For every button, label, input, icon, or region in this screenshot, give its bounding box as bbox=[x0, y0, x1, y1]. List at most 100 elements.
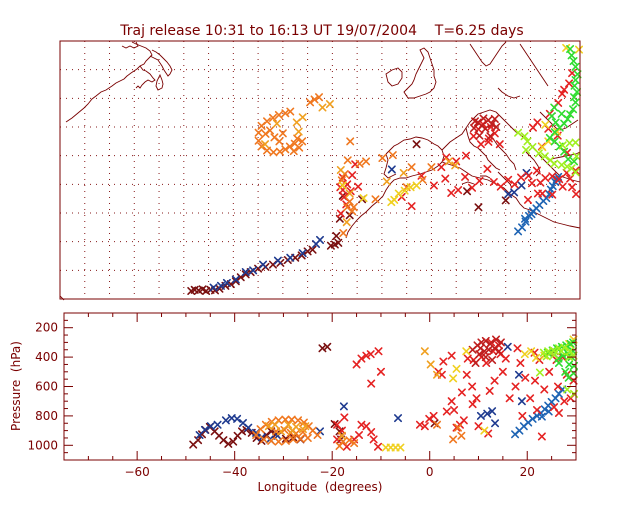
map-trajectory-point bbox=[558, 182, 567, 191]
pressure-trajectory-point bbox=[554, 408, 563, 417]
map-trajectory-point bbox=[454, 186, 463, 195]
map-trajectory-point bbox=[407, 163, 416, 172]
map-trajectory-point bbox=[567, 51, 576, 60]
y-tick-label: 1000 bbox=[27, 438, 58, 452]
pressure-trajectory-point bbox=[342, 442, 351, 451]
map-trajectory-point bbox=[518, 223, 527, 232]
map-trajectory-point bbox=[342, 218, 351, 227]
pressure-trajectory-point bbox=[501, 354, 510, 363]
pressure-trajectory-point bbox=[452, 364, 461, 373]
map-trajectory-point bbox=[555, 175, 564, 184]
map-trajectory-point bbox=[306, 98, 315, 107]
map-trajectory-point bbox=[468, 183, 477, 192]
map-trajectory-point bbox=[281, 109, 290, 118]
x-tick-label: −60 bbox=[124, 465, 149, 479]
y-tick-label: 400 bbox=[35, 350, 58, 364]
map-trajectory-point bbox=[412, 140, 421, 149]
map-trajectory-point bbox=[273, 256, 282, 265]
pressure-trajectory-point bbox=[447, 397, 456, 406]
map-trajectory-point bbox=[310, 95, 319, 104]
map-trajectory-point bbox=[407, 202, 416, 211]
map-trajectory-point bbox=[257, 121, 266, 130]
map-trajectory-point bbox=[538, 189, 547, 198]
map-trajectory-point bbox=[550, 159, 559, 168]
pressure-trajectory-point bbox=[491, 419, 500, 428]
pressure-trajectory-point bbox=[433, 420, 442, 429]
map-trajectory-point bbox=[387, 198, 396, 207]
map-trajectory-point bbox=[249, 266, 258, 275]
map-trajectory-point bbox=[551, 118, 560, 127]
pressure-trajectory-point bbox=[540, 385, 549, 394]
map-trajectory-point bbox=[573, 88, 582, 97]
map-trajectory-point bbox=[345, 189, 354, 198]
map-trajectory-point bbox=[268, 113, 277, 122]
map-trajectory-point bbox=[400, 186, 409, 195]
map-trajectory-point bbox=[560, 147, 569, 156]
map-trajectory-point bbox=[298, 137, 307, 146]
pressure-trajectory-point bbox=[267, 436, 276, 445]
map-trajectory-point bbox=[406, 183, 415, 192]
pressure-trajectory-point bbox=[481, 336, 490, 345]
map-trajectory-point bbox=[521, 214, 530, 223]
map-trajectory-point bbox=[336, 166, 345, 174]
map-trajectory-point bbox=[216, 281, 225, 290]
map-trajectory-point bbox=[571, 75, 580, 84]
pressure-trajectory-point bbox=[362, 351, 371, 360]
map-trajectory-point bbox=[476, 140, 485, 149]
pressure-panel: −60 −40 −20 0 20 200 400 600 800 1000 Pressure (h… bbox=[9, 312, 579, 494]
pressure-trajectory-point bbox=[433, 370, 442, 379]
pressure-trajectory-point bbox=[490, 376, 499, 385]
map-trajectory-point bbox=[345, 211, 354, 220]
map-trajectory-point bbox=[412, 181, 421, 190]
pressure-trajectory-point bbox=[459, 416, 468, 425]
map-trajectory-point bbox=[254, 128, 263, 137]
map-trajectory-point bbox=[388, 151, 397, 160]
map-trajectory-point bbox=[429, 181, 438, 190]
map-trajectory-point bbox=[371, 195, 380, 204]
pressure-trajectory-point bbox=[274, 437, 283, 446]
pressure-trajectory-point bbox=[457, 388, 466, 397]
pressure-trajectory-point bbox=[276, 427, 285, 436]
map-trajectory-point bbox=[222, 278, 231, 287]
coastlines bbox=[59, 41, 581, 301]
map-trajectory-point bbox=[492, 123, 501, 131]
pressure-trajectory-point bbox=[339, 402, 348, 411]
pressure-trajectory-point bbox=[480, 426, 489, 435]
map-trajectory-point bbox=[522, 145, 531, 154]
pressure-axes: −60 −40 −20 0 20 200 400 600 800 1000 bbox=[27, 312, 577, 479]
map-trajectory-point bbox=[565, 139, 574, 148]
map-trajectory-point bbox=[553, 127, 562, 136]
map-trajectory-point bbox=[292, 118, 301, 127]
map-trajectory-point bbox=[444, 157, 453, 166]
map-trajectory-point bbox=[274, 110, 283, 119]
pressure-trajectory-point bbox=[485, 386, 494, 395]
map-trajectory-point bbox=[534, 149, 543, 158]
pressure-trajectory-point bbox=[453, 423, 462, 432]
pressure-trajectory-point bbox=[480, 347, 489, 356]
pressure-trajectory-point bbox=[457, 431, 466, 440]
pressure-trajectory-point bbox=[420, 422, 429, 431]
map-trajectory-point bbox=[496, 182, 505, 191]
map-trajectory-point bbox=[572, 152, 581, 161]
pressure-trajectory-point bbox=[442, 407, 451, 416]
pressure-trajectory-point bbox=[350, 439, 359, 448]
pressure-trajectory-point bbox=[449, 374, 458, 383]
map-trajectory-point bbox=[346, 137, 355, 146]
pressure-trajectory-point bbox=[557, 347, 566, 356]
map-trajectory-point bbox=[394, 189, 403, 198]
pressure-trajectory-point bbox=[281, 436, 290, 445]
map-trajectory-point bbox=[474, 203, 483, 212]
pressure-trajectory-point bbox=[554, 358, 563, 367]
map-trajectory-point bbox=[399, 168, 408, 177]
map-trajectory-point bbox=[332, 231, 341, 240]
pressure-trajectory-point bbox=[553, 382, 562, 391]
pressure-trajectory-point bbox=[264, 422, 273, 431]
map-gridlines bbox=[60, 41, 580, 299]
map-frame bbox=[59, 40, 581, 300]
pressure-trajectory-point bbox=[505, 394, 514, 403]
map-trajectory-point bbox=[345, 197, 354, 206]
pressure-trajectory-point bbox=[468, 400, 477, 409]
pressure-trajectory-point bbox=[521, 373, 530, 382]
pressure-trajectory-point bbox=[462, 370, 471, 379]
map-trajectory-point bbox=[209, 283, 218, 292]
